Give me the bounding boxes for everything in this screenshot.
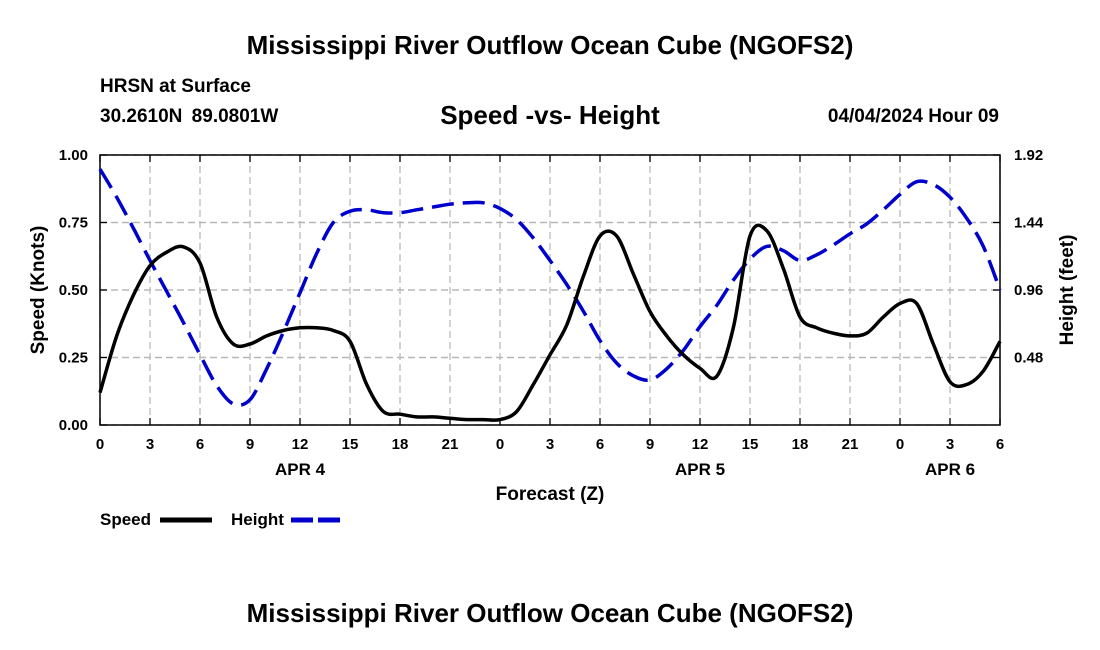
x-tick-label: 12 <box>692 436 709 453</box>
x-tick-label: 0 <box>96 436 104 453</box>
station-name: HRSN at Surface <box>100 76 251 97</box>
y2-tick-label: 1.44 <box>1014 215 1044 232</box>
date-label: APR 6 <box>925 460 975 479</box>
y-axis-label: Speed (Knots) <box>28 226 49 355</box>
station-coordinates: 30.2610N 89.0801W <box>100 106 279 127</box>
x-tick-label: 15 <box>342 436 359 453</box>
x-tick-label: 21 <box>842 436 859 453</box>
y2-tick-label: 0.48 <box>1014 350 1043 367</box>
x-tick-label: 18 <box>792 436 809 453</box>
x-tick-label: 18 <box>392 436 409 453</box>
issue-time: 04/04/2024 Hour 09 <box>827 106 999 127</box>
x-tick-label: 15 <box>742 436 759 453</box>
series-line-speed <box>98 223 1002 422</box>
x-tick-label: 0 <box>496 436 504 453</box>
x-tick-label: 12 <box>292 436 309 453</box>
x-tick-label: 3 <box>946 436 954 453</box>
main-title: Mississippi River Outflow Ocean Cube (NG… <box>246 30 854 60</box>
x-tick-label: 9 <box>646 436 654 453</box>
date-label: APR 5 <box>675 460 725 479</box>
bottom-title: Mississippi River Outflow Ocean Cube (NG… <box>246 598 854 628</box>
y-tick-label: 1.00 <box>59 147 88 164</box>
y-tick-label: 0.25 <box>59 350 88 367</box>
x-tick-label: 6 <box>196 436 204 453</box>
legend-label-height: Height <box>231 510 284 529</box>
x-tick-label: 9 <box>246 436 254 453</box>
x-tick-label: 21 <box>442 436 459 453</box>
x-tick-label: 6 <box>596 436 604 453</box>
x-tick-label: 6 <box>996 436 1004 453</box>
y2-tick-label: 0.96 <box>1014 282 1043 299</box>
x-tick-label: 3 <box>546 436 554 453</box>
date-label: APR 4 <box>275 460 326 479</box>
chart-subtitle: Speed -vs- Height <box>440 100 660 130</box>
y2-axis-label: Height (feet) <box>1057 235 1078 346</box>
x-axis-label: Forecast (Z) <box>496 484 605 505</box>
series-line-height <box>98 168 1002 407</box>
x-tick-label: 3 <box>146 436 154 453</box>
legend-label-speed: Speed <box>100 510 151 529</box>
y-tick-label: 0.50 <box>59 282 88 299</box>
x-tick-label: 0 <box>896 436 904 453</box>
y-tick-label: 0.00 <box>59 417 88 434</box>
y-tick-label: 0.75 <box>59 215 88 232</box>
y2-tick-label: 1.92 <box>1014 147 1043 164</box>
